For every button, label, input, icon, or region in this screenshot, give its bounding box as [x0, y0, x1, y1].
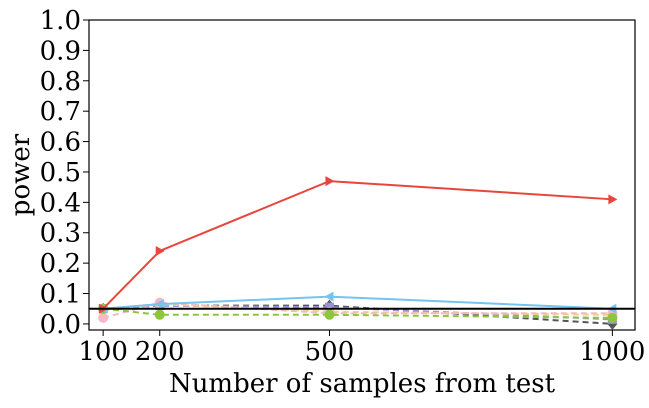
data-point [154, 299, 164, 310]
series-line [103, 304, 613, 321]
x-axis-label: Number of samples from test [169, 369, 556, 399]
y-tick-label: 0.4 [40, 188, 81, 218]
series [99, 176, 618, 314]
data-point [324, 291, 334, 302]
x-tick-label: 500 [305, 337, 355, 367]
data-point [325, 176, 335, 187]
y-tick-label: 1.0 [40, 6, 81, 36]
data-point [608, 194, 618, 205]
series [98, 291, 617, 314]
x-tick-label: 1000 [579, 337, 645, 367]
y-tick-label: 0.0 [40, 310, 81, 340]
y-tick-label: 0.6 [40, 128, 81, 158]
series-line [103, 295, 613, 310]
data-point [324, 309, 335, 320]
y-tick-label: 0.1 [40, 280, 81, 310]
series-line [103, 307, 613, 319]
series-line [102, 180, 613, 310]
data-point [98, 312, 109, 323]
x-tick-label: 200 [135, 337, 185, 367]
y-tick-label: 0.9 [40, 36, 81, 66]
y-tick-label: 0.7 [40, 97, 81, 127]
plot-area [88, 19, 636, 331]
y-tick-label: 0.3 [40, 219, 81, 249]
x-tick-label: 100 [78, 337, 128, 367]
data-point [607, 312, 618, 323]
y-axis-ticks: 0.00.10.20.30.40.50.60.70.80.91.0 [40, 6, 89, 340]
data-point [155, 245, 165, 256]
y-tick-label: 0.5 [40, 158, 81, 188]
y-tick-label: 0.8 [40, 67, 81, 97]
x-axis-ticks: 100 200 500 1000 [78, 330, 645, 367]
y-tick-label: 0.2 [40, 249, 81, 279]
y-axis-label: power [6, 133, 36, 216]
data-point [154, 309, 165, 320]
